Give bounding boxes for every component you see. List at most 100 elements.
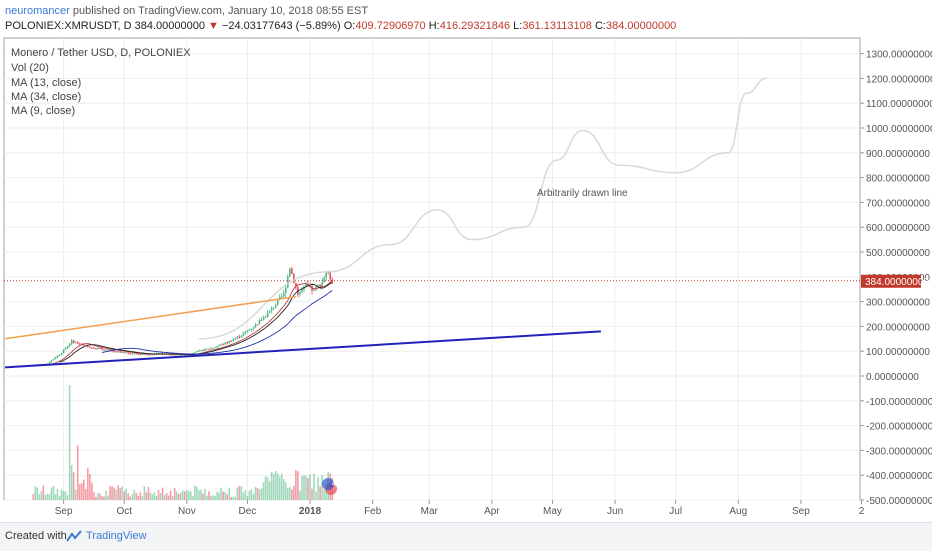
- candle-body: [58, 354, 61, 356]
- candle-body: [329, 272, 332, 280]
- volume-bar: [218, 492, 220, 500]
- candle-body: [198, 350, 200, 352]
- volume-bar: [179, 492, 182, 500]
- candle-body: [121, 352, 123, 354]
- candle-body: [305, 284, 307, 287]
- price-tick-label: -100.00000000: [866, 397, 932, 408]
- price-tick-label: -200.00000000: [866, 422, 932, 433]
- volume-bar: [36, 487, 39, 500]
- candle-body: [107, 349, 109, 351]
- candle-body: [206, 348, 208, 350]
- candle-body: [179, 354, 182, 356]
- volume-bar: [113, 487, 115, 500]
- legend-ma13: MA (13, close): [11, 77, 81, 89]
- volume-bar: [54, 494, 57, 500]
- volume-bar: [206, 495, 208, 500]
- volume-bar: [291, 489, 293, 500]
- volume-bar: [157, 489, 160, 500]
- candle-body: [74, 342, 77, 344]
- symbol-label[interactable]: POLONIEX:XMRUSDT, D: [5, 20, 132, 32]
- volume-bar: [131, 494, 134, 500]
- candle-body: [70, 340, 73, 344]
- candle-body: [291, 268, 293, 274]
- candle-body: [89, 346, 91, 348]
- candle-body: [50, 360, 53, 363]
- candle-body: [295, 282, 297, 288]
- time-tick-label: 2: [859, 506, 865, 517]
- candle-body: [325, 272, 327, 278]
- time-tick-label: 2018: [299, 506, 322, 517]
- candle-body: [82, 344, 85, 346]
- volume-bar: [309, 474, 311, 500]
- volume-bar: [236, 487, 239, 500]
- candle-body: [103, 349, 105, 351]
- candle-body: [236, 336, 239, 339]
- volume-bar: [252, 494, 255, 500]
- ohlc-bar: POLONIEX:XMRUSDT, D 384.00000000 ▼ −24.0…: [5, 20, 676, 32]
- close-label: C:: [594, 20, 606, 32]
- volume-bar: [163, 495, 166, 500]
- candle-body: [315, 286, 317, 289]
- legend-ma9: MA (9, close): [11, 105, 75, 117]
- volume-bar: [276, 473, 279, 500]
- candle-body: [262, 317, 265, 321]
- blue-trendline[interactable]: [4, 330, 601, 369]
- candle-body: [137, 353, 140, 355]
- candle-body: [208, 348, 210, 350]
- price-chart[interactable]: Monero / Tether USD, D, POLONIEX Vol (20…: [0, 0, 932, 522]
- volume-bar: [87, 467, 89, 500]
- candle-body: [284, 287, 287, 293]
- event-markers[interactable]: 4: [322, 478, 337, 495]
- volume-bar: [103, 496, 105, 500]
- volume-bar: [105, 490, 107, 500]
- volume-bar: [46, 493, 49, 500]
- volume-bar: [50, 487, 53, 500]
- volume-bar: [139, 492, 142, 500]
- created-with-text: Created with: [5, 530, 67, 542]
- candle-body: [246, 330, 249, 332]
- volume-bar: [214, 495, 216, 500]
- volume-bar: [301, 476, 303, 500]
- volume-bar: [40, 491, 43, 500]
- chart-border: [3, 37, 861, 501]
- volume-bar: [42, 485, 45, 500]
- volume-bar: [190, 491, 192, 500]
- tradingview-link[interactable]: TradingView: [86, 530, 147, 542]
- time-axis[interactable]: Sep Oct Nov Dec 2018 Feb Mar Apr May Jun Jul Aug Sep…: [55, 500, 865, 517]
- price-tick-label: -300.00000000: [866, 446, 932, 457]
- tradingview-logo-icon[interactable]: [66, 529, 82, 543]
- volume-bar: [123, 491, 125, 500]
- arbitrary-drawn-line[interactable]: [198, 77, 767, 340]
- event-badge-icon[interactable]: [322, 478, 334, 490]
- candle-body: [60, 353, 63, 355]
- volume-bar: [194, 485, 196, 500]
- candle-body: [268, 310, 271, 313]
- price-tick-label: 500.00000000: [866, 248, 930, 259]
- last-price-label: 384.00000000: [861, 274, 929, 288]
- volume-bar: [284, 482, 287, 500]
- candle-body: [117, 351, 119, 353]
- volume-bar: [230, 496, 233, 500]
- volume-bar: [125, 488, 127, 500]
- volume-bar: [268, 481, 271, 500]
- candle-body: [139, 354, 142, 356]
- close-value: 384.00000000: [605, 20, 677, 32]
- candle-body: [252, 327, 255, 329]
- candle-body: [220, 344, 222, 346]
- volume-bar: [287, 487, 289, 500]
- author-link[interactable]: neuromancer: [5, 5, 70, 17]
- candle-body: [293, 273, 295, 283]
- candle-body: [133, 353, 136, 355]
- volume-bar: [72, 472, 75, 500]
- candle-body: [287, 276, 289, 288]
- volume-bar: [115, 489, 117, 500]
- volume-bar: [58, 495, 61, 500]
- orange-trendline[interactable]: [4, 295, 296, 340]
- candle-body: [270, 308, 273, 311]
- candle-body: [280, 296, 283, 298]
- candle-body: [76, 342, 79, 344]
- volume-bar: [38, 494, 41, 500]
- volume-bar: [299, 490, 301, 500]
- candle-body: [143, 353, 146, 355]
- volume-bar: [181, 490, 184, 500]
